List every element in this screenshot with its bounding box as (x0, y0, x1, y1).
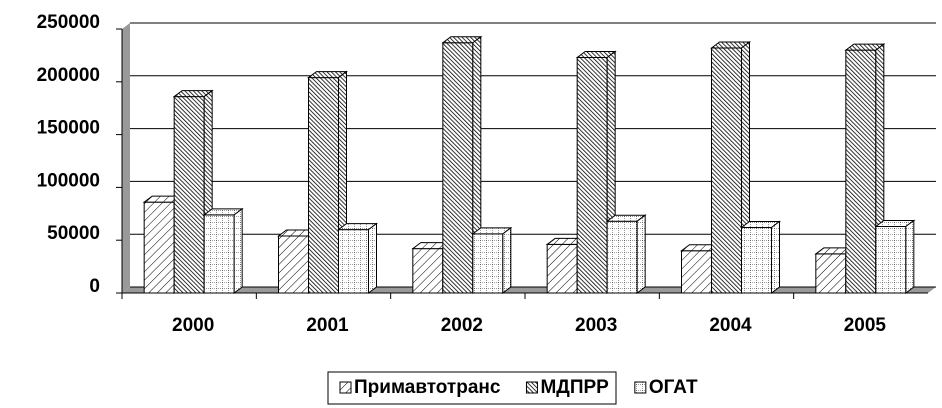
bar-front (308, 77, 339, 294)
legend-label: Примавтотранс (354, 377, 501, 398)
floor (122, 287, 936, 293)
legend-swatch (634, 381, 647, 394)
bar-front (338, 229, 369, 294)
side-wall (122, 23, 130, 293)
y-tick-label: 100000 (37, 170, 100, 191)
bar-front (203, 214, 235, 294)
bar (605, 214, 647, 294)
bar-front (741, 227, 772, 294)
y-tick-label: 150000 (37, 118, 100, 139)
bar-front (681, 250, 712, 294)
plot-area (122, 23, 936, 293)
legend-swatch (525, 381, 538, 394)
legend-swatch (339, 381, 352, 394)
y-tick-label: 200000 (37, 65, 100, 86)
bar-side (368, 222, 377, 294)
x-tick-label: 2002 (441, 315, 483, 336)
bar-front (412, 248, 444, 294)
x-tick-label: 2000 (172, 315, 214, 336)
bar-front (875, 225, 907, 294)
legend-box (327, 371, 617, 405)
bar-side (771, 220, 780, 294)
bar-front (845, 49, 877, 294)
bar (874, 219, 916, 294)
x-tick-label: 2004 (709, 315, 752, 336)
bar-side (233, 207, 243, 294)
bar (471, 226, 513, 294)
bar-side (502, 226, 512, 294)
bar (337, 222, 378, 294)
bar-front (606, 220, 638, 294)
bar-front (711, 47, 742, 294)
bar-front (442, 42, 474, 294)
bar-front (278, 235, 309, 294)
bar (740, 220, 781, 294)
legend-label: ОГАТ (649, 377, 698, 398)
bar-front (546, 243, 578, 294)
y-tick-label: 0 (89, 276, 100, 297)
bar-side (905, 219, 915, 294)
bar-front (576, 57, 608, 294)
bar-side (636, 214, 646, 294)
x-tick-label: 2001 (306, 315, 349, 336)
x-tick-label: 2005 (844, 315, 887, 336)
bar-front (815, 253, 847, 294)
bar-front (143, 201, 175, 294)
x-tick-label: 2003 (575, 315, 617, 336)
bar-front (472, 233, 504, 294)
bar (202, 207, 244, 294)
bar-front (173, 96, 205, 294)
y-tick-label: 250000 (37, 12, 100, 33)
y-tick-label: 50000 (47, 223, 100, 244)
legend-label: МДПРР (540, 377, 609, 398)
